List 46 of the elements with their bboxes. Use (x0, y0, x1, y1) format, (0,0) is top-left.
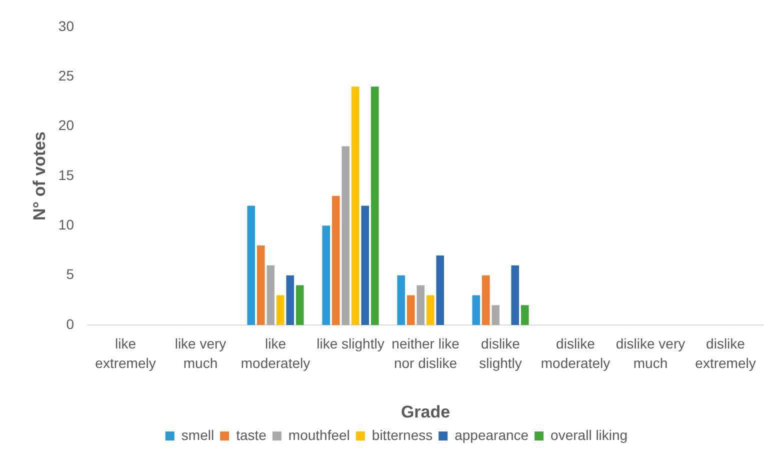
y-tick-label: 5 (66, 266, 74, 282)
bar (332, 196, 340, 325)
bar (256, 246, 265, 325)
x-tick-label: dislike extremely (695, 336, 756, 371)
bar (406, 295, 415, 325)
y-tick-label: 15 (58, 166, 74, 183)
bar (247, 206, 256, 325)
bar (397, 275, 406, 325)
bar (370, 86, 379, 325)
bar (361, 206, 370, 325)
x-tick-label: dislike moderately (540, 336, 610, 371)
bar (472, 295, 480, 325)
bar (416, 285, 425, 325)
legend-label: appearance (454, 426, 529, 443)
y-tick-label: 20 (58, 117, 74, 134)
x-tick-label: neither like nor dislike (392, 336, 460, 371)
bar (520, 305, 529, 325)
bar (286, 275, 294, 325)
y-tick-label: 0 (66, 316, 74, 332)
bar (266, 265, 275, 325)
legend-label: bitterness (372, 426, 433, 443)
x-tick-label: like slightly (316, 336, 384, 352)
y-axis-title: N° of votes (30, 132, 49, 220)
legend-label: mouthfeel (288, 426, 350, 443)
y-tick-label: 25 (58, 68, 74, 84)
bar (342, 146, 350, 325)
legend-label: smell (181, 426, 214, 443)
x-tick-label: dislike slightly (479, 336, 522, 371)
bar (492, 305, 500, 325)
bar (482, 275, 490, 325)
x-axis-title: Grade (400, 402, 450, 422)
bar (511, 265, 520, 325)
x-tick-label: like extremely (95, 336, 156, 371)
y-tick-label: 10 (58, 216, 74, 233)
bar (296, 285, 304, 325)
x-tick-label: dislike very much (616, 336, 686, 371)
bar (426, 295, 434, 325)
legend-label: taste (236, 426, 267, 443)
bar (351, 86, 360, 325)
bar (276, 295, 284, 325)
bar (436, 255, 444, 325)
y-tick-label: 30 (58, 18, 74, 34)
x-tick-label: like very much (174, 336, 226, 371)
x-tick-label: like moderately (240, 336, 310, 371)
bar (322, 226, 330, 325)
legend-label: overall liking (550, 426, 628, 443)
